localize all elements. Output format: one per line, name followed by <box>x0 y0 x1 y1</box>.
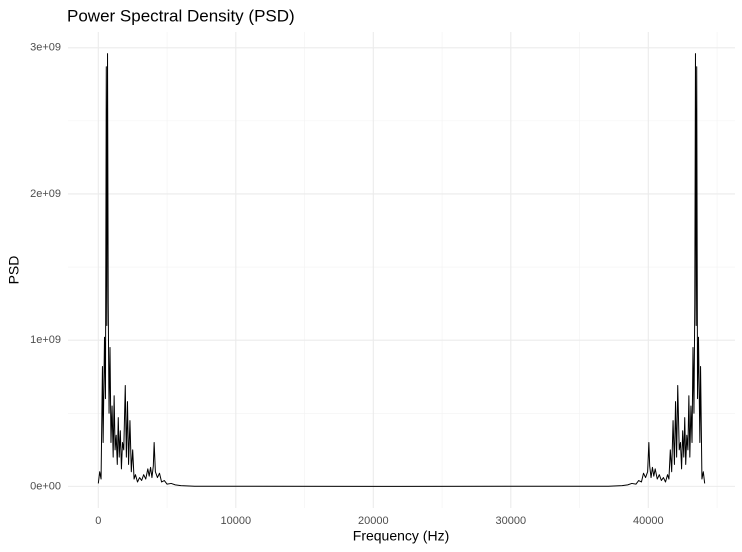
x-tick-label: 20000 <box>358 515 389 527</box>
x-axis-title: Frequency (Hz) <box>353 528 449 544</box>
chart-title: Power Spectral Density (PSD) <box>67 6 295 25</box>
x-tick-label: 40000 <box>633 515 664 527</box>
x-tick-label: 30000 <box>496 515 527 527</box>
y-tick-label: 0e+00 <box>30 480 61 492</box>
y-tick-label: 3e+09 <box>30 42 61 54</box>
x-tick-label: 0 <box>95 515 101 527</box>
x-tick-label: 10000 <box>221 515 252 527</box>
y-axis-title: PSD <box>6 256 22 285</box>
y-tick-label: 1e+09 <box>30 334 61 346</box>
y-tick-label: 2e+09 <box>30 188 61 200</box>
psd-line <box>97 53 706 487</box>
